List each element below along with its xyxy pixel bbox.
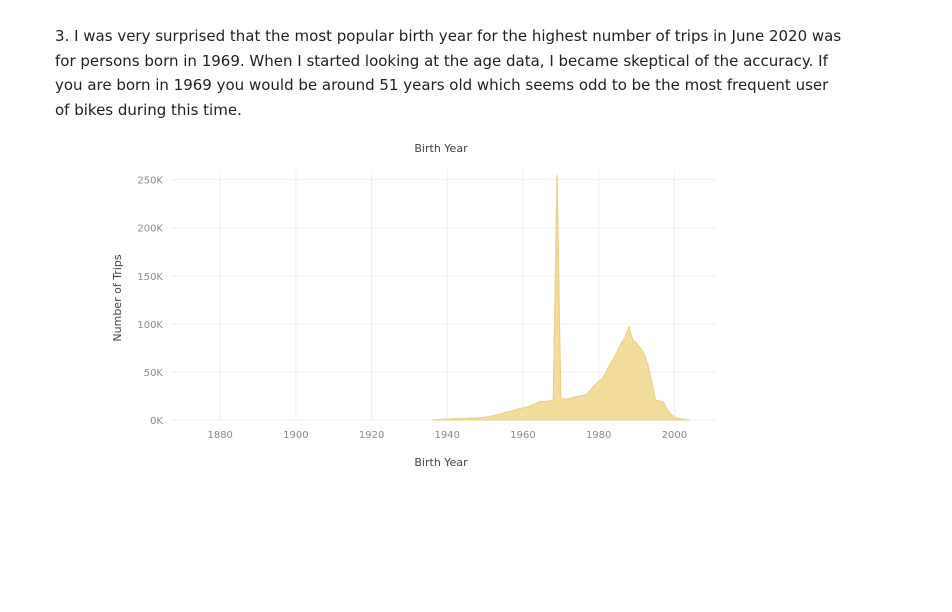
y-tick-label: 200K [137, 224, 163, 235]
x-tick-label: 1940 [435, 430, 460, 441]
y-tick-label: 150K [137, 272, 163, 283]
x-tick-label: 1960 [510, 430, 535, 441]
chart-title: Birth Year [414, 142, 468, 155]
paragraph-line: you are born in 1969 you would be around… [55, 76, 829, 94]
x-tick-label: 1980 [586, 430, 611, 441]
grid-lines [171, 170, 716, 421]
x-tick-label: 2000 [662, 430, 687, 441]
x-axis-ticks: 1880 1900 1920 1940 1960 1980 2000 [207, 430, 687, 441]
y-tick-label: 100K [137, 320, 163, 331]
y-tick-label: 0K [150, 416, 163, 427]
x-tick-label: 1920 [359, 430, 384, 441]
paragraph-line: for persons born in 1969. When I started… [55, 51, 828, 70]
y-axis-ticks: 0K 50K 100K 150K 200K 250K [137, 176, 163, 427]
x-tick-label: 1880 [207, 430, 232, 441]
x-tick-label: 1900 [283, 430, 308, 441]
y-axis-title: Number of Trips [111, 254, 124, 341]
paragraph-line: of bikes during this time. [55, 100, 242, 119]
y-tick-label: 50K [144, 368, 164, 379]
area-series-line [432, 174, 690, 421]
paragraph-line: 3. I was very surprised that the most po… [55, 27, 842, 45]
area-series [432, 174, 690, 421]
x-axis-title: Birth Year [414, 456, 468, 469]
y-tick-label: 250K [137, 176, 163, 187]
description-paragraph: 3. I was very surprised that the most po… [55, 24, 855, 122]
